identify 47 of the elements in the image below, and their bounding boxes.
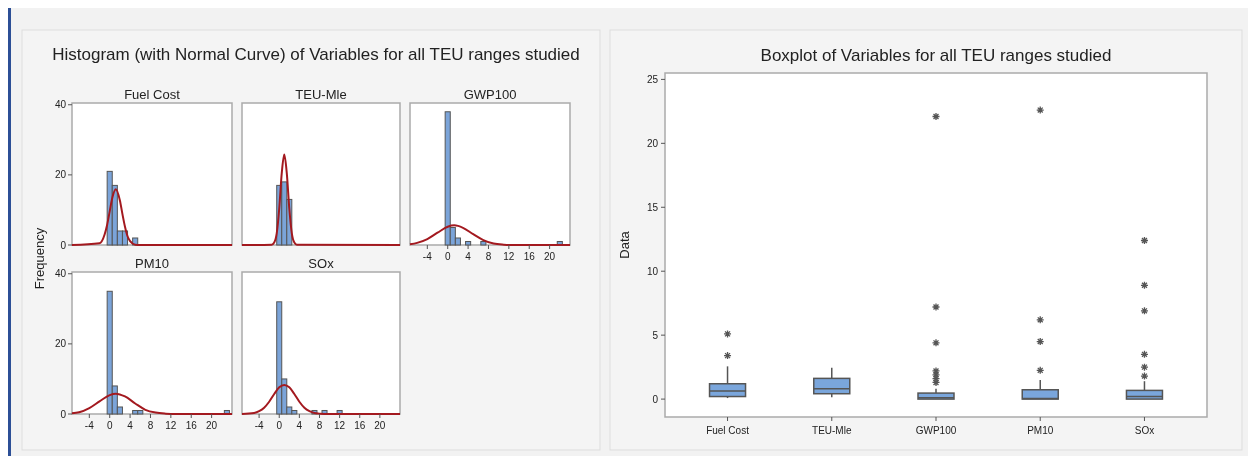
x-tick-label: PM10 [1027,425,1054,436]
line-series [71,188,233,246]
chart-title: GWP100 [463,87,517,102]
y-tick-label: 5 [652,329,659,341]
x-tick-label: 16 [523,251,536,262]
x-tick-label: 4 [296,420,303,431]
y-tick-label: 15 [646,201,659,213]
y-tick-label: 20 [54,169,67,181]
x-tick-label: 4 [127,420,134,431]
x-tick-label: 8 [316,420,323,431]
y-tick-label: 40 [54,99,67,111]
x-tick-label: 20 [206,420,218,431]
x-tick-label: 12 [503,251,515,262]
chart-title: TEU-Mle [295,87,347,102]
y-tick-label: 20 [646,137,659,149]
x-tick-label: SOx [1134,425,1155,436]
x-tick-label: 8 [485,251,492,262]
x-tick-label: GWP100 [915,425,957,436]
y-tick-label: 25 [646,73,659,85]
x-tick-label: 0 [444,251,451,262]
x-tick-label: -4 [254,420,264,431]
x-tick-label: 20 [374,420,386,431]
chart-title: Fuel Cost [124,87,181,102]
x-tick-label: 8 [147,420,154,431]
x-tick-label: 4 [465,251,472,262]
x-tick-label: Fuel Cost [706,425,750,436]
y-tick-label: 0 [60,239,67,251]
text: Histogram (with Normal Curve) of Variables for all TEU ranges studied [52,45,580,64]
x-tick-label: 12 [334,420,346,431]
y-axis-title: Data [617,230,632,259]
x-tick-label: 20 [544,251,556,262]
y-tick-label: 0 [652,393,659,405]
y-tick-label: 20 [54,338,67,350]
y-axis-title: Frequency [32,227,47,290]
y-tick-label: 10 [646,265,659,277]
x-tick-label: -4 [84,420,95,431]
line-series [71,392,233,415]
y-tick-label: 40 [54,268,67,280]
x-tick-label: TEU-Mle [812,425,852,436]
x-tick-label: 16 [354,420,366,431]
y-tick-label: 0 [60,408,67,420]
x-tick-label: 12 [165,420,177,431]
x-tick-label: -4 [422,251,433,262]
x-tick-label: 16 [185,420,198,431]
chart-title: Boxplot of Variables for all TEU ranges studied [760,46,1112,65]
x-tick-label: 0 [106,420,113,431]
x-tick-label: 0 [276,420,283,431]
